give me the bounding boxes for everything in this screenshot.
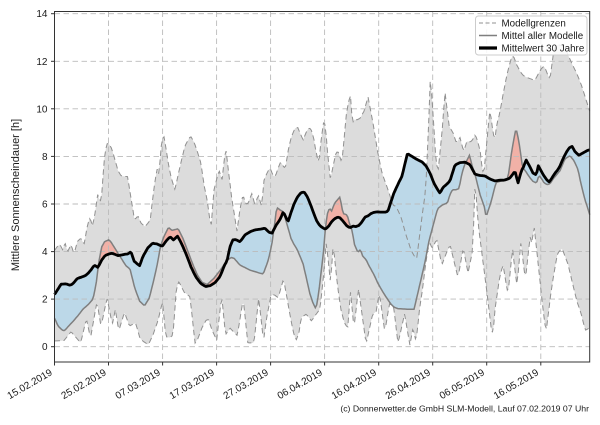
- svg-text:10: 10: [36, 104, 48, 115]
- svg-text:4: 4: [42, 247, 48, 258]
- svg-text:0: 0: [42, 342, 48, 353]
- svg-text:Mittel aller Modelle: Mittel aller Modelle: [502, 31, 584, 42]
- svg-text:12: 12: [36, 57, 48, 68]
- svg-text:Mittelwert 30 Jahre: Mittelwert 30 Jahre: [502, 44, 585, 55]
- svg-text:6: 6: [42, 200, 48, 211]
- svg-text:Mittlere Sonnenscheindauer [h]: Mittlere Sonnenscheindauer [h]: [10, 119, 22, 271]
- svg-text:(c) Donnerwetter.de GmbH SLM-M: (c) Donnerwetter.de GmbH SLM-Modell, Lau…: [340, 404, 589, 414]
- svg-text:14: 14: [36, 9, 48, 20]
- svg-text:8: 8: [42, 152, 48, 163]
- svg-text:Modellgrenzen: Modellgrenzen: [502, 19, 566, 30]
- svg-text:2: 2: [42, 295, 48, 306]
